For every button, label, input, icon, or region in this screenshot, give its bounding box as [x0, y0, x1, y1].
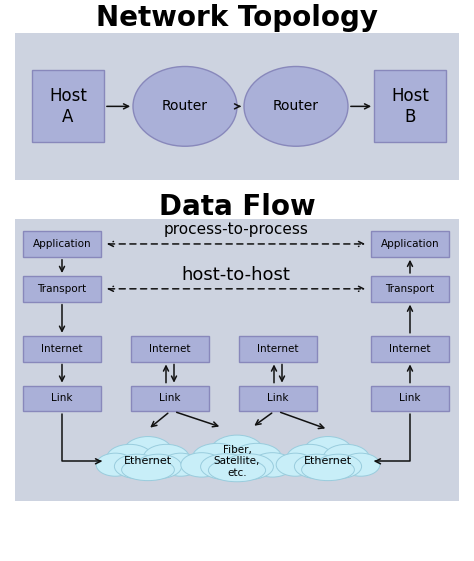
Text: Network Topology: Network Topology — [96, 3, 378, 31]
Ellipse shape — [192, 443, 242, 472]
FancyBboxPatch shape — [23, 385, 101, 411]
Ellipse shape — [96, 453, 135, 476]
Ellipse shape — [162, 453, 200, 476]
Text: Link: Link — [267, 393, 289, 403]
Ellipse shape — [287, 444, 333, 471]
FancyBboxPatch shape — [131, 335, 209, 362]
FancyBboxPatch shape — [239, 335, 317, 362]
Text: Application: Application — [381, 239, 439, 249]
Text: host-to-host: host-to-host — [182, 266, 291, 284]
Ellipse shape — [143, 444, 189, 471]
Text: Link: Link — [51, 393, 73, 403]
FancyBboxPatch shape — [15, 33, 459, 180]
Text: Ethernet: Ethernet — [304, 456, 352, 466]
Text: Router: Router — [273, 99, 319, 113]
FancyBboxPatch shape — [371, 231, 449, 257]
Ellipse shape — [244, 67, 348, 146]
Ellipse shape — [341, 453, 380, 476]
FancyBboxPatch shape — [374, 71, 446, 142]
Ellipse shape — [301, 459, 355, 481]
Text: Router: Router — [162, 99, 208, 113]
Ellipse shape — [316, 454, 362, 479]
FancyBboxPatch shape — [239, 385, 317, 411]
Text: Data Flow: Data Flow — [159, 193, 315, 221]
Ellipse shape — [122, 459, 174, 481]
FancyBboxPatch shape — [23, 231, 101, 257]
Text: Internet: Internet — [257, 344, 299, 353]
Text: process-to-process: process-to-process — [164, 223, 309, 237]
Text: Host
B: Host B — [391, 87, 429, 126]
Ellipse shape — [114, 454, 161, 479]
Ellipse shape — [232, 443, 282, 472]
Ellipse shape — [276, 453, 315, 476]
Ellipse shape — [252, 453, 293, 477]
Text: Transport: Transport — [385, 284, 435, 294]
FancyBboxPatch shape — [371, 276, 449, 302]
Ellipse shape — [294, 454, 340, 479]
Ellipse shape — [181, 453, 222, 477]
Ellipse shape — [210, 435, 264, 470]
Ellipse shape — [107, 444, 153, 471]
Text: Application: Application — [33, 239, 91, 249]
Text: Link: Link — [399, 393, 421, 403]
Text: Internet: Internet — [389, 344, 431, 353]
FancyBboxPatch shape — [23, 276, 101, 302]
Text: Internet: Internet — [41, 344, 83, 353]
FancyBboxPatch shape — [15, 219, 459, 501]
Ellipse shape — [123, 436, 173, 469]
FancyBboxPatch shape — [32, 71, 104, 142]
Ellipse shape — [133, 67, 237, 146]
FancyBboxPatch shape — [23, 335, 101, 362]
Ellipse shape — [223, 454, 273, 480]
FancyBboxPatch shape — [371, 385, 449, 411]
Text: Transport: Transport — [37, 284, 87, 294]
Text: Fiber,
Satellite,
etc.: Fiber, Satellite, etc. — [214, 445, 260, 478]
Text: Ethernet: Ethernet — [124, 456, 172, 466]
Text: Host
A: Host A — [49, 87, 87, 126]
FancyBboxPatch shape — [131, 385, 209, 411]
Ellipse shape — [303, 436, 353, 469]
Text: Internet: Internet — [149, 344, 191, 353]
Ellipse shape — [323, 444, 369, 471]
FancyBboxPatch shape — [371, 335, 449, 362]
Ellipse shape — [209, 459, 265, 482]
Text: Link: Link — [159, 393, 181, 403]
Ellipse shape — [201, 454, 251, 480]
Ellipse shape — [136, 454, 182, 479]
